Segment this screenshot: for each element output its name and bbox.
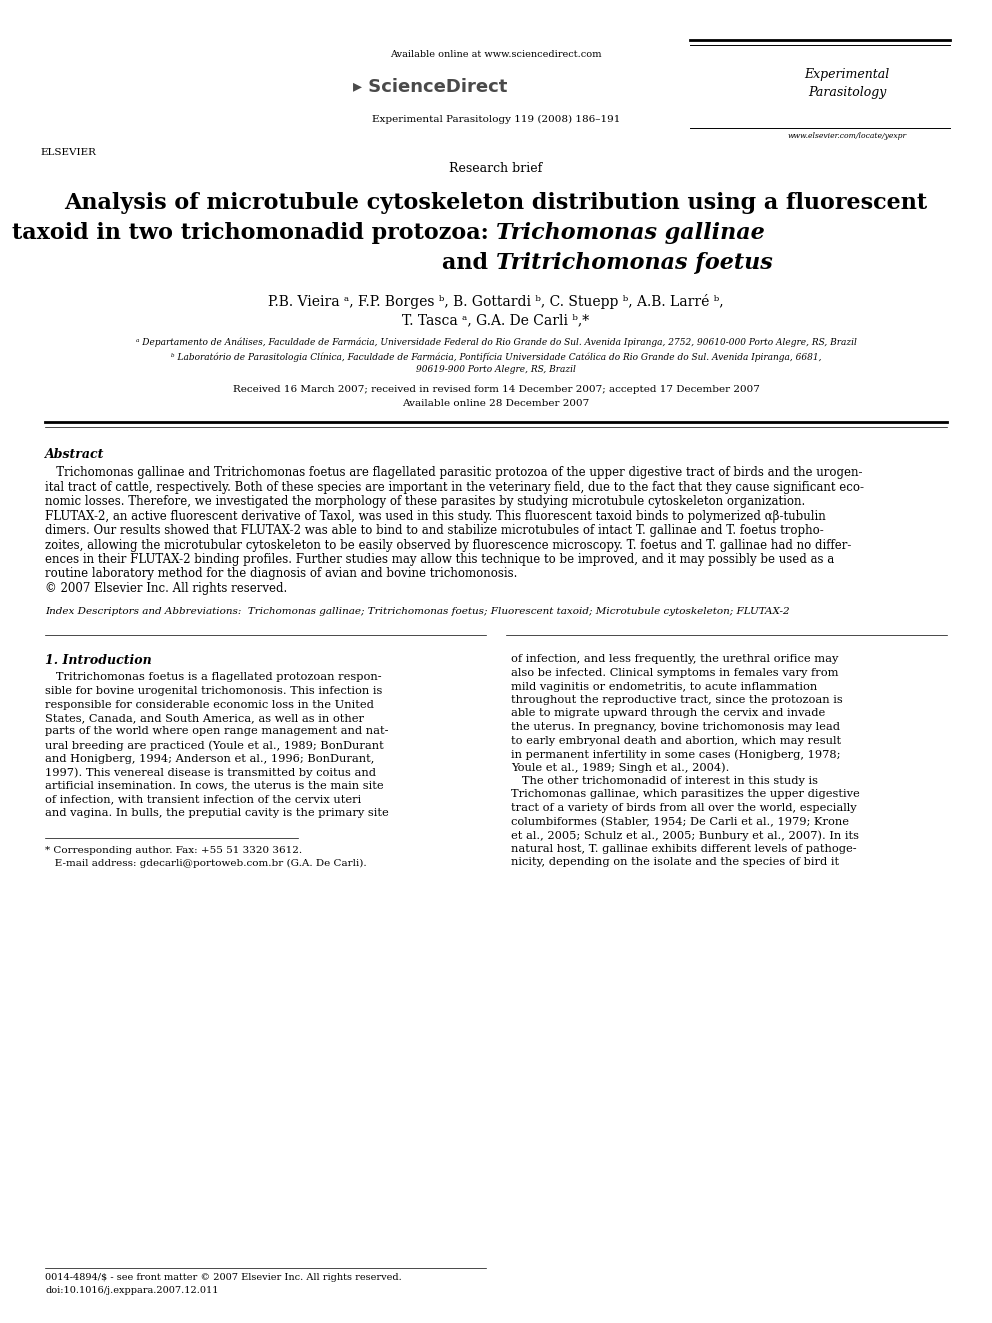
Text: and Honigberg, 1994; Anderson et al., 1996; BonDurant,: and Honigberg, 1994; Anderson et al., 19… xyxy=(45,754,374,763)
Text: The other trichomonadid of interest in this study is: The other trichomonadid of interest in t… xyxy=(511,777,817,786)
Text: parts of the world where open range management and nat-: parts of the world where open range mana… xyxy=(45,726,389,737)
Text: Research brief: Research brief xyxy=(449,161,543,175)
Text: able to migrate upward through the cervix and invade: able to migrate upward through the cervi… xyxy=(511,709,825,718)
Text: ELSEVIER: ELSEVIER xyxy=(40,148,96,157)
Text: Experimental
Parasitology: Experimental Parasitology xyxy=(805,67,890,99)
Text: E-mail address: gdecarli@portoweb.com.br (G.A. De Carli).: E-mail address: gdecarli@portoweb.com.br… xyxy=(45,859,367,868)
Text: ▸ ScienceDirect: ▸ ScienceDirect xyxy=(353,78,507,97)
Text: mild vaginitis or endometritis, to acute inflammation: mild vaginitis or endometritis, to acute… xyxy=(511,681,817,692)
Text: sible for bovine urogenital trichomonosis. This infection is: sible for bovine urogenital trichomonosi… xyxy=(45,687,382,696)
Text: tract of a variety of birds from all over the world, especially: tract of a variety of birds from all ove… xyxy=(511,803,856,814)
Text: et al., 2005; Schulz et al., 2005; Bunbury et al., 2007). In its: et al., 2005; Schulz et al., 2005; Bunbu… xyxy=(511,830,859,840)
Text: throughout the reproductive tract, since the protozoan is: throughout the reproductive tract, since… xyxy=(511,695,842,705)
Text: taxoid in two trichomonadid protozoa:: taxoid in two trichomonadid protozoa: xyxy=(12,222,496,243)
Text: ᵃ Departamento de Análises, Faculdade de Farmácia, Universidade Federal do Rio G: ᵃ Departamento de Análises, Faculdade de… xyxy=(136,337,856,348)
Text: P.B. Vieira ᵃ, F.P. Borges ᵇ, B. Gottardi ᵇ, C. Stuepp ᵇ, A.B. Larré ᵇ,: P.B. Vieira ᵃ, F.P. Borges ᵇ, B. Gottard… xyxy=(268,294,724,310)
Text: nomic losses. Therefore, we investigated the morphology of these parasites by st: nomic losses. Therefore, we investigated… xyxy=(45,495,806,508)
Text: artificial insemination. In cows, the uterus is the main site: artificial insemination. In cows, the ut… xyxy=(45,781,384,791)
Text: nicity, depending on the isolate and the species of bird it: nicity, depending on the isolate and the… xyxy=(511,857,839,867)
Text: 1997). This venereal disease is transmitted by coitus and: 1997). This venereal disease is transmit… xyxy=(45,767,376,778)
Text: Received 16 March 2007; received in revised form 14 December 2007; accepted 17 D: Received 16 March 2007; received in revi… xyxy=(232,385,760,394)
Text: in permanent infertility in some cases (Honigberg, 1978;: in permanent infertility in some cases (… xyxy=(511,749,840,759)
Text: T. Tasca ᵃ, G.A. De Carli ᵇ,*: T. Tasca ᵃ, G.A. De Carli ᵇ,* xyxy=(403,314,589,327)
Text: Trichomonas gallinae, which parasitizes the upper digestive: Trichomonas gallinae, which parasitizes … xyxy=(511,790,860,799)
Text: of infection, with transient infection of the cervix uteri: of infection, with transient infection o… xyxy=(45,794,361,804)
Text: columbiformes (Stabler, 1954; De Carli et al., 1979; Krone: columbiformes (Stabler, 1954; De Carli e… xyxy=(511,816,849,827)
Text: © 2007 Elsevier Inc. All rights reserved.: © 2007 Elsevier Inc. All rights reserved… xyxy=(45,582,288,595)
Text: responsible for considerable economic loss in the United: responsible for considerable economic lo… xyxy=(45,700,374,709)
Text: www.elsevier.com/locate/yexpr: www.elsevier.com/locate/yexpr xyxy=(788,132,907,140)
Text: Index Descriptors and Abbreviations:  Trichomonas gallinae; Tritrichomonas foetu: Index Descriptors and Abbreviations: Tri… xyxy=(45,606,790,615)
Text: Trichomonas gallinae and Tritrichomonas foetus are flagellated parasitic protozo: Trichomonas gallinae and Tritrichomonas … xyxy=(45,466,862,479)
Text: Youle et al., 1989; Singh et al., 2004).: Youle et al., 1989; Singh et al., 2004). xyxy=(511,762,729,773)
Text: routine laboratory method for the diagnosis of avian and bovine trichomonosis.: routine laboratory method for the diagno… xyxy=(45,568,518,581)
Text: to early embryonal death and abortion, which may result: to early embryonal death and abortion, w… xyxy=(511,736,841,745)
Text: Abstract: Abstract xyxy=(45,448,104,460)
Text: Analysis of microtubule cytoskeleton distribution using a fluorescent: Analysis of microtubule cytoskeleton dis… xyxy=(64,192,928,214)
Text: States, Canada, and South America, as well as in other: States, Canada, and South America, as we… xyxy=(45,713,364,722)
Text: 1. Introduction: 1. Introduction xyxy=(45,655,152,668)
Text: 0014-4894/$ - see front matter © 2007 Elsevier Inc. All rights reserved.: 0014-4894/$ - see front matter © 2007 El… xyxy=(45,1273,402,1282)
Text: and: and xyxy=(442,251,496,274)
Text: ural breeding are practiced (Youle et al., 1989; BonDurant: ural breeding are practiced (Youle et al… xyxy=(45,740,384,750)
Text: the uterus. In pregnancy, bovine trichomonosis may lead: the uterus. In pregnancy, bovine trichom… xyxy=(511,722,840,732)
Text: zoites, allowing the microtubular cytoskeleton to be easily observed by fluoresc: zoites, allowing the microtubular cytosk… xyxy=(45,538,851,552)
Text: Experimental Parasitology 119 (2008) 186–191: Experimental Parasitology 119 (2008) 186… xyxy=(372,115,620,124)
Text: Available online 28 December 2007: Available online 28 December 2007 xyxy=(403,400,589,407)
Text: Tritrichomonas foetus: Tritrichomonas foetus xyxy=(496,251,773,274)
Text: Tritrichomonas foetus is a flagellated protozoan respon-: Tritrichomonas foetus is a flagellated p… xyxy=(45,672,382,683)
Text: of infection, and less frequently, the urethral orifice may: of infection, and less frequently, the u… xyxy=(511,655,838,664)
Text: doi:10.1016/j.exppara.2007.12.011: doi:10.1016/j.exppara.2007.12.011 xyxy=(45,1286,218,1295)
Text: FLUTAX-2, an active fluorescent derivative of Taxol, was used in this study. Thi: FLUTAX-2, an active fluorescent derivati… xyxy=(45,509,825,523)
Text: natural host, T. gallinae exhibits different levels of pathoge-: natural host, T. gallinae exhibits diffe… xyxy=(511,844,856,853)
Text: * Corresponding author. Fax: +55 51 3320 3612.: * Corresponding author. Fax: +55 51 3320… xyxy=(45,845,303,855)
Text: Trichomonas gallinae: Trichomonas gallinae xyxy=(496,222,765,243)
Text: Available online at www.sciencedirect.com: Available online at www.sciencedirect.co… xyxy=(390,50,602,60)
Text: dimers. Our results showed that FLUTAX-2 was able to bind to and stabilize micro: dimers. Our results showed that FLUTAX-2… xyxy=(45,524,823,537)
Text: 90619-900 Porto Alegre, RS, Brazil: 90619-900 Porto Alegre, RS, Brazil xyxy=(416,365,576,374)
Text: and vagina. In bulls, the preputial cavity is the primary site: and vagina. In bulls, the preputial cavi… xyxy=(45,807,389,818)
Text: ital tract of cattle, respectively. Both of these species are important in the v: ital tract of cattle, respectively. Both… xyxy=(45,480,864,493)
Text: also be infected. Clinical symptoms in females vary from: also be infected. Clinical symptoms in f… xyxy=(511,668,838,677)
Text: ᵇ Laboratório de Parasitologia Clínica, Faculdade de Farmácia, Pontifícia Univer: ᵇ Laboratório de Parasitologia Clínica, … xyxy=(171,352,821,361)
Text: ences in their FLUTAX-2 binding profiles. Further studies may allow this techniq: ences in their FLUTAX-2 binding profiles… xyxy=(45,553,834,566)
